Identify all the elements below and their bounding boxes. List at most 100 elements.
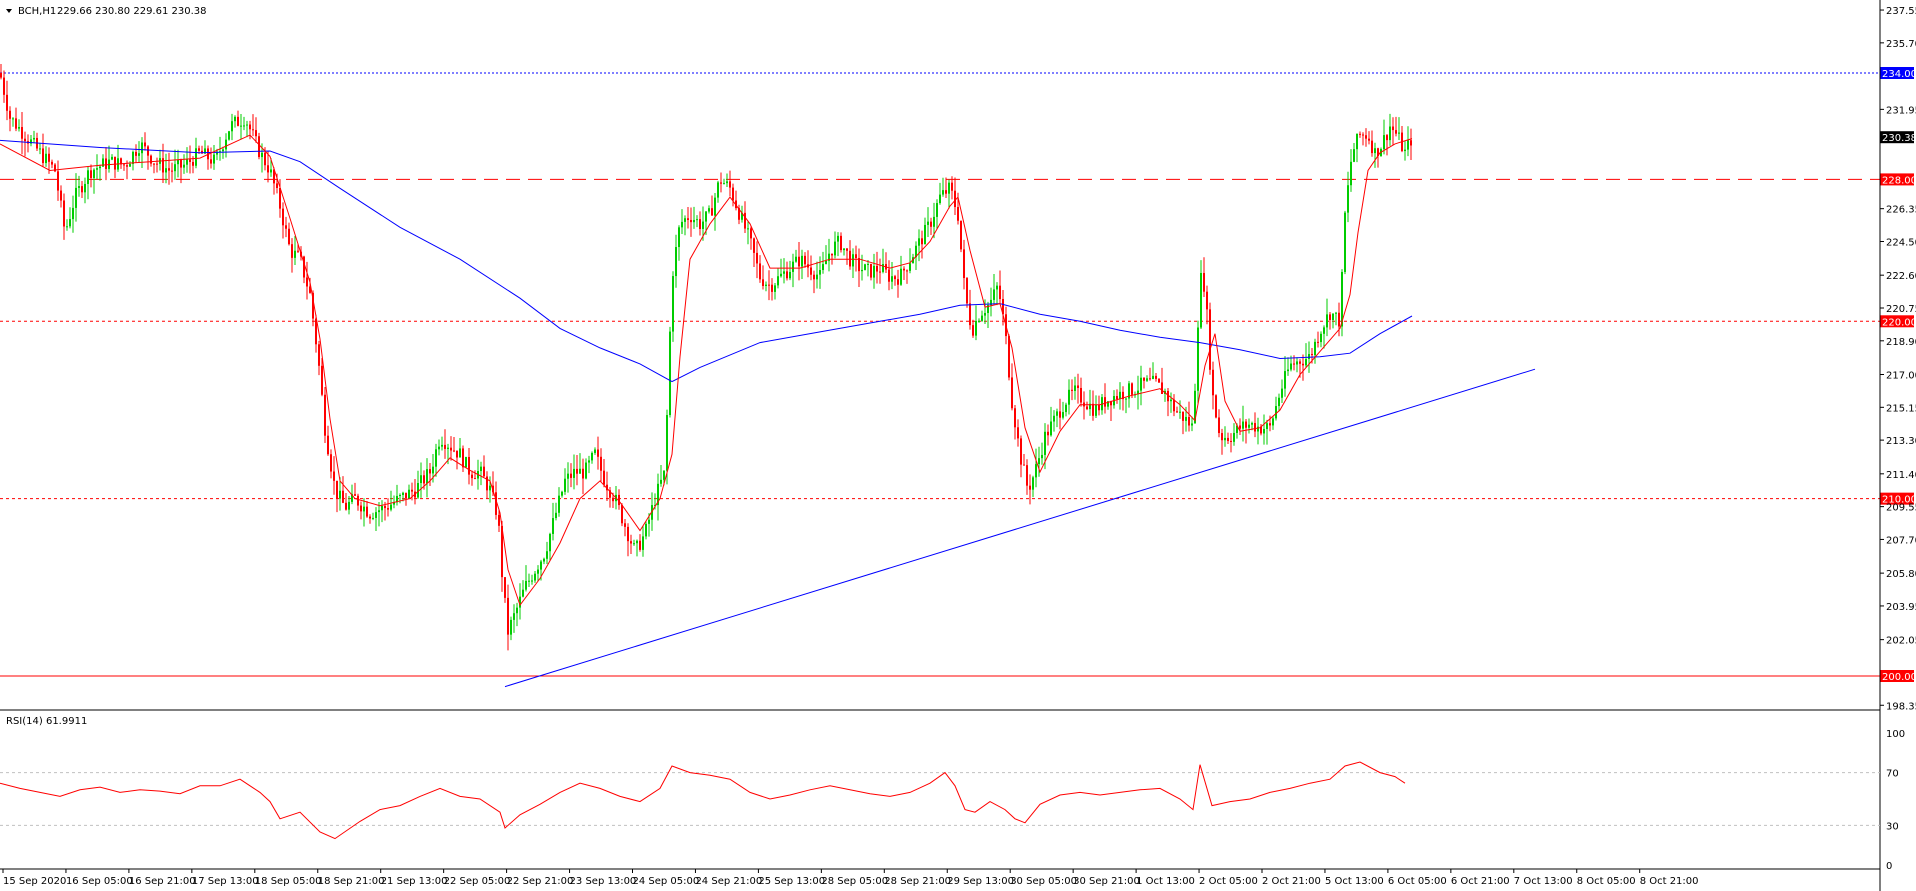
candle-body [1311, 353, 1313, 356]
candle [1137, 375, 1139, 410]
candle [231, 113, 233, 141]
candle [1023, 453, 1025, 466]
candle [1065, 402, 1067, 417]
candle-body [186, 159, 188, 165]
candle [954, 177, 956, 216]
candle [1047, 424, 1049, 446]
candle-body [1044, 431, 1046, 455]
candle-body [513, 613, 515, 620]
candle-body [447, 447, 449, 449]
candle [1335, 311, 1337, 326]
candle-body [873, 265, 875, 278]
candle-body [171, 170, 173, 172]
candle [75, 173, 77, 222]
price-badge [1880, 67, 1914, 79]
symbol-dropdown-icon[interactable] [6, 9, 12, 13]
candle-body [165, 168, 167, 173]
candle [1014, 404, 1016, 440]
candle-body [987, 305, 989, 313]
candle [903, 266, 905, 280]
candle-body [291, 244, 293, 258]
candle [144, 132, 146, 151]
candle-body [1110, 401, 1112, 406]
candle-body [156, 163, 158, 165]
candle-body [210, 159, 212, 164]
candle [591, 451, 593, 464]
candle [1221, 428, 1223, 455]
candle-body [432, 466, 434, 474]
candle [63, 193, 65, 240]
candle-body [45, 153, 47, 164]
candle [1233, 423, 1235, 446]
candle [60, 185, 62, 208]
candle [774, 283, 776, 300]
candle [864, 263, 866, 271]
candle [123, 163, 125, 171]
price-axis-label: 203.95 [1886, 602, 1916, 613]
candle [906, 269, 908, 284]
candle-body [333, 471, 335, 481]
candle-body [303, 256, 305, 278]
candle-body [219, 151, 221, 153]
candle [1032, 475, 1034, 498]
candle-body [1158, 378, 1160, 383]
candle-body [42, 148, 44, 164]
candle-body [1071, 389, 1073, 391]
candle-body [105, 158, 107, 169]
candle [1125, 397, 1127, 414]
candle-body [1185, 416, 1187, 421]
candle [1149, 367, 1151, 381]
candle [603, 459, 605, 488]
candle [1170, 392, 1172, 413]
candle-body [312, 292, 314, 319]
rsi-axis-label: 100 [1886, 729, 1905, 740]
candle-body [1104, 397, 1106, 407]
candle [69, 207, 71, 229]
candle-body [417, 483, 419, 498]
candle [1209, 302, 1211, 375]
candle-body [1002, 298, 1004, 315]
candle-body [801, 255, 803, 267]
candle [849, 240, 851, 270]
candle-body [486, 476, 488, 491]
candle [1098, 395, 1100, 416]
candle [501, 520, 503, 592]
candle-body [240, 125, 242, 127]
candle-body [672, 276, 674, 332]
candle [30, 134, 32, 147]
candle-body [588, 460, 590, 463]
candle-body [1230, 440, 1232, 442]
candle-body [243, 125, 245, 127]
candle-body [252, 129, 254, 131]
candle [1068, 379, 1070, 415]
candle [759, 255, 761, 283]
candle-body [1098, 404, 1100, 411]
candle-body [279, 188, 281, 209]
candle [546, 541, 548, 565]
candle [939, 182, 941, 205]
candle [729, 170, 731, 197]
candle [822, 251, 824, 274]
candle-body [1389, 126, 1391, 141]
candle [594, 447, 596, 455]
candle [273, 167, 275, 195]
candle [369, 514, 371, 524]
candle-body [570, 473, 572, 478]
candle-body [534, 573, 536, 581]
candle [918, 229, 920, 262]
candle [756, 241, 758, 279]
rsi-label: RSI(14) 61.9911 [6, 716, 87, 727]
candle-body [1041, 454, 1043, 459]
time-axis-label: 6 Oct 21:00 [1451, 876, 1510, 887]
candle-body [789, 271, 791, 279]
candle [420, 462, 422, 498]
candle [306, 261, 308, 300]
candle [1116, 389, 1118, 404]
candle-body [345, 502, 347, 510]
candle-body [999, 285, 1001, 299]
candle [999, 270, 1001, 305]
candle [105, 147, 107, 181]
candle [1041, 442, 1043, 465]
candle [255, 117, 257, 143]
